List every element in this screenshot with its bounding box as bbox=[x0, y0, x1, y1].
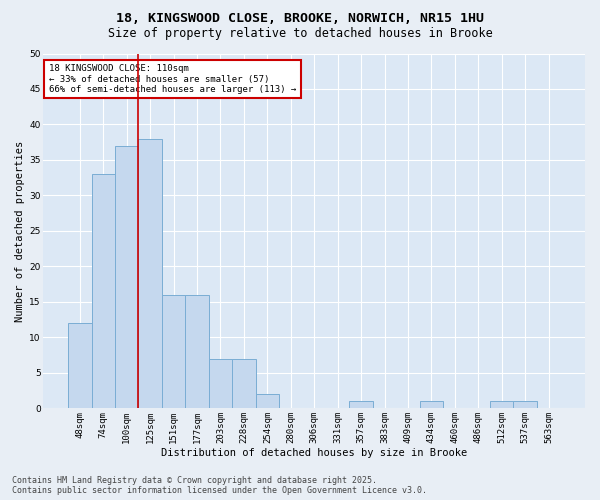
Text: 18 KINGSWOOD CLOSE: 110sqm
← 33% of detached houses are smaller (57)
66% of semi: 18 KINGSWOOD CLOSE: 110sqm ← 33% of deta… bbox=[49, 64, 296, 94]
Bar bbox=[185, 295, 209, 408]
Bar bbox=[232, 358, 256, 408]
Text: Contains HM Land Registry data © Crown copyright and database right 2025.
Contai: Contains HM Land Registry data © Crown c… bbox=[12, 476, 427, 495]
Bar bbox=[514, 401, 537, 408]
Bar bbox=[209, 358, 232, 408]
X-axis label: Distribution of detached houses by size in Brooke: Distribution of detached houses by size … bbox=[161, 448, 467, 458]
Bar bbox=[349, 401, 373, 408]
Y-axis label: Number of detached properties: Number of detached properties bbox=[15, 140, 25, 322]
Bar bbox=[490, 401, 514, 408]
Bar bbox=[139, 138, 162, 408]
Bar bbox=[92, 174, 115, 408]
Bar bbox=[162, 295, 185, 408]
Bar bbox=[256, 394, 279, 408]
Text: Size of property relative to detached houses in Brooke: Size of property relative to detached ho… bbox=[107, 28, 493, 40]
Bar bbox=[420, 401, 443, 408]
Bar bbox=[68, 323, 92, 408]
Text: 18, KINGSWOOD CLOSE, BROOKE, NORWICH, NR15 1HU: 18, KINGSWOOD CLOSE, BROOKE, NORWICH, NR… bbox=[116, 12, 484, 26]
Bar bbox=[115, 146, 139, 408]
